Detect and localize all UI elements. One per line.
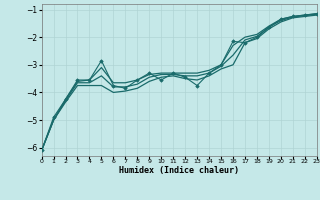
X-axis label: Humidex (Indice chaleur): Humidex (Indice chaleur) xyxy=(119,166,239,175)
